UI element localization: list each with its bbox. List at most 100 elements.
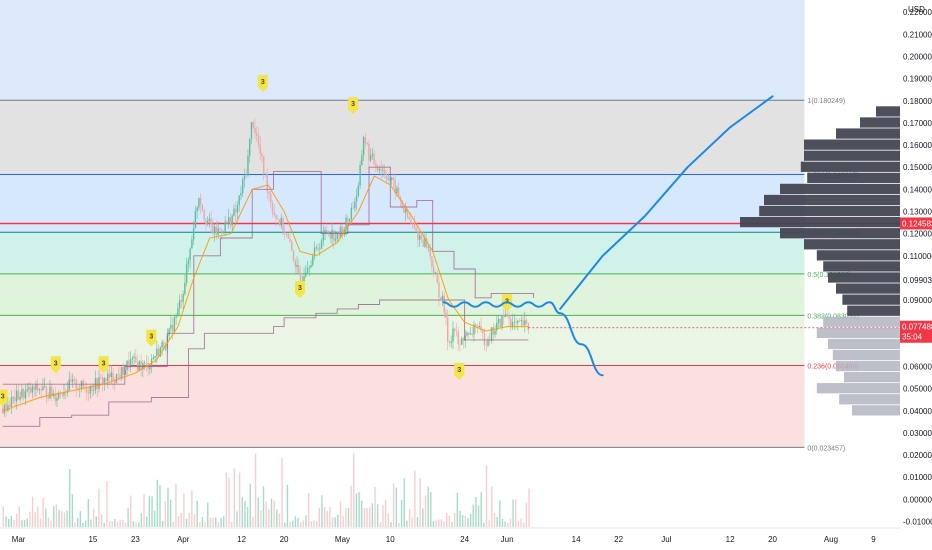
candle-body [320, 240, 323, 250]
profile-bar-12 [804, 239, 900, 250]
candle-body [366, 142, 368, 145]
forecast-wave-line [442, 301, 562, 315]
candle-body [3, 402, 6, 414]
candle-body [348, 219, 351, 222]
profile-bar-26 [839, 394, 900, 405]
volume-bar [350, 485, 352, 527]
candle-body [443, 295, 445, 313]
profile-bar-13 [816, 250, 900, 261]
volume-bar [90, 519, 92, 527]
candle-body [229, 217, 232, 226]
candle-body [24, 391, 27, 399]
volume-bar [302, 520, 305, 527]
profile-bar-24 [844, 372, 900, 383]
candle-body [459, 344, 461, 345]
candle-body [289, 238, 291, 242]
candle-body [383, 169, 386, 174]
candle-body [256, 133, 258, 136]
volume-bar [265, 501, 267, 527]
volume-bar [310, 521, 313, 527]
candle-body [385, 173, 388, 180]
signal-marker-badge [454, 362, 465, 380]
candle-body [420, 235, 423, 240]
candle-body [431, 256, 433, 268]
volume-bar [87, 499, 90, 527]
volume-bar [185, 518, 188, 527]
volume-bars [2, 453, 530, 527]
volume-bar [292, 520, 294, 527]
volume-bar [467, 518, 469, 527]
candle-body [185, 264, 188, 283]
volume-bar [374, 486, 376, 527]
candle-body [496, 322, 498, 331]
time-axis[interactable]: Mar 15 23 Apr 12 20 May 10 24 Jun 14 22 Jul 12 20 Aug 9 [0, 527, 900, 550]
candle-body [168, 328, 170, 336]
candle-body [112, 372, 114, 381]
candle-body [469, 333, 472, 335]
candle-body [515, 321, 517, 324]
candle-body [170, 324, 172, 329]
volume-bar [252, 516, 254, 527]
candle-body [396, 187, 398, 194]
volume-bar [159, 485, 161, 527]
volume-bar [61, 511, 63, 527]
volume-bar [143, 494, 145, 527]
candle-body [122, 366, 125, 375]
x-tick-label: Jul [661, 535, 671, 544]
volume-bar [371, 503, 374, 527]
forecast-drawing[interactable] [442, 95, 774, 377]
candle-body [184, 282, 186, 295]
volume-bar [329, 507, 331, 527]
x-tick-label: 20 [280, 535, 289, 544]
profile-bar-6 [807, 172, 900, 183]
candle-body [191, 239, 193, 249]
candle-body [249, 138, 251, 156]
signal-marker-badge [0, 389, 8, 407]
candle-body [354, 201, 356, 209]
candle-body [1, 408, 4, 414]
candle-body [157, 348, 160, 357]
candle-body [213, 226, 216, 234]
candle-body [163, 342, 165, 349]
moving-average-line [2, 175, 529, 412]
volume-bar [18, 506, 20, 527]
candle-body [399, 196, 402, 201]
candle-body [338, 232, 340, 238]
signal-marker-label: 3 [351, 101, 355, 108]
volume-bar [480, 492, 482, 527]
volume-bar [509, 518, 512, 527]
volume-bar [440, 519, 443, 527]
volume-bar [92, 508, 95, 527]
profile-bar-7 [780, 183, 900, 195]
candle-body [177, 308, 179, 316]
candle-body [203, 210, 205, 220]
fib-zone-5 [0, 365, 805, 448]
volume-bar [507, 522, 509, 527]
candle-body [154, 356, 156, 358]
profile-bar-5 [800, 161, 900, 172]
candle-body [310, 265, 312, 268]
candle-body [404, 208, 407, 213]
volume-bar [382, 505, 384, 527]
signal-marker-0: 3 [0, 389, 8, 407]
volume-bar [281, 458, 283, 527]
volume-bar [326, 511, 328, 527]
candle-body [410, 219, 412, 224]
time-axis-background [0, 528, 900, 550]
candle-body [107, 373, 109, 382]
volume-bar [363, 507, 366, 527]
volume-bar [148, 495, 151, 527]
fib-zone-4 [0, 315, 805, 366]
candle-body [208, 218, 211, 221]
candle-body [226, 221, 228, 223]
current-price-label: 0.077488 [902, 323, 932, 332]
volume-bar [512, 499, 514, 527]
candle-body [26, 389, 28, 392]
signal-marker-badge [348, 97, 359, 115]
